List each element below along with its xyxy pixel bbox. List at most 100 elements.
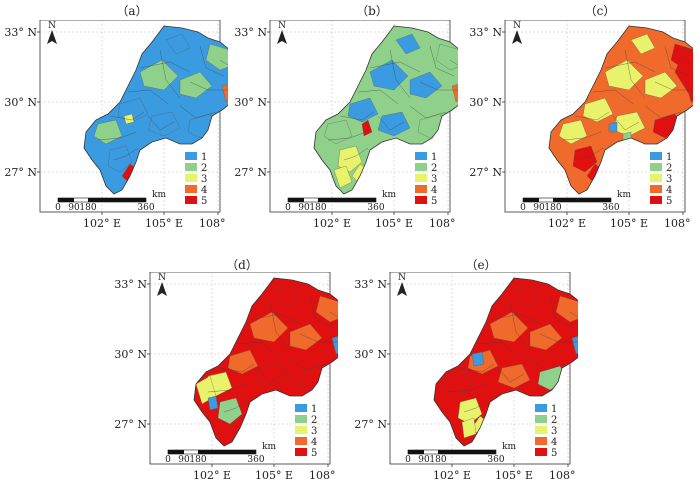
legend-swatch bbox=[650, 196, 662, 204]
county-boundary bbox=[644, 105, 682, 119]
county-boundary bbox=[199, 45, 225, 77]
panel-title-c: （c） bbox=[584, 4, 616, 18]
scale-bar: 0 90 180 360 km bbox=[285, 190, 396, 213]
scale-tick-label: 180 bbox=[189, 455, 206, 465]
north-label: N bbox=[158, 273, 166, 283]
longitude-label: 105° E bbox=[610, 217, 648, 230]
legend-swatch bbox=[535, 426, 547, 434]
legend-label: 1 bbox=[431, 152, 437, 163]
county-patch bbox=[529, 323, 563, 351]
scale-bar-segment bbox=[318, 198, 376, 202]
county-patch bbox=[289, 323, 323, 351]
county-boundary bbox=[109, 111, 145, 121]
north-arrow-shape bbox=[512, 30, 522, 44]
scale-tick-label: 180 bbox=[544, 203, 561, 213]
region-outline bbox=[433, 277, 578, 447]
legend-label: 1 bbox=[201, 152, 207, 163]
scale-bar: 0 90 180 360 km bbox=[55, 190, 166, 213]
county-boundary bbox=[357, 89, 399, 105]
north-label: N bbox=[48, 21, 56, 31]
legend-swatch bbox=[650, 185, 662, 193]
scale-tick-label: 180 bbox=[429, 455, 446, 465]
legend-label: 4 bbox=[431, 185, 437, 196]
county-patch bbox=[337, 145, 363, 173]
longitude-label: 102° E bbox=[313, 217, 351, 230]
scale-bar-segment bbox=[58, 198, 74, 202]
region-group bbox=[83, 25, 228, 195]
county-patch bbox=[123, 113, 135, 125]
panel-title-a: （a） bbox=[116, 4, 148, 18]
map-panel-b: 33° N 30° N 27° N 102° E 105° E 108° E N 0 90180… bbox=[234, 20, 458, 230]
scale-bar-segment bbox=[288, 198, 304, 202]
county-boundary bbox=[339, 111, 375, 121]
latitude-label: 33° N bbox=[354, 278, 387, 291]
legend-swatch bbox=[415, 196, 427, 204]
legend-swatch bbox=[650, 174, 662, 182]
county-boundary bbox=[147, 115, 175, 131]
county-boundary bbox=[257, 367, 285, 383]
county-patch bbox=[205, 43, 228, 71]
county-patch bbox=[107, 145, 133, 173]
county-boundary bbox=[539, 333, 578, 343]
scale-tick-label: 0 bbox=[405, 455, 411, 465]
longitude-label: 108° E bbox=[549, 469, 578, 482]
legend-swatch bbox=[535, 415, 547, 423]
north-label: N bbox=[278, 21, 286, 31]
legend-swatch bbox=[295, 404, 307, 412]
county-patch bbox=[630, 33, 656, 55]
legend-label: 5 bbox=[666, 196, 672, 207]
county-patch bbox=[331, 333, 338, 355]
county-boundary bbox=[237, 341, 279, 357]
county-patch bbox=[435, 43, 458, 71]
scale-bar-segment bbox=[88, 198, 146, 202]
north-arrow-shape bbox=[397, 282, 407, 296]
scale-tick-label: 180 bbox=[79, 203, 96, 213]
region-group bbox=[548, 25, 693, 195]
county-patch bbox=[558, 119, 588, 145]
county-patch bbox=[515, 285, 541, 307]
legend-swatch bbox=[415, 152, 427, 160]
county-boundary bbox=[369, 61, 421, 73]
map-panel-e: 33° N 30° N 27° N 102° E 105° E 108° E N 0 90180… bbox=[354, 272, 578, 482]
legend-swatch bbox=[535, 437, 547, 445]
scale-bar: 0 90 180 360 km bbox=[165, 442, 276, 465]
legend-label: 2 bbox=[666, 163, 672, 174]
county-boundary bbox=[139, 61, 191, 73]
county-patch bbox=[571, 333, 578, 355]
county-boundary bbox=[447, 383, 487, 393]
county-boundary bbox=[654, 81, 693, 91]
county-patch bbox=[93, 119, 123, 145]
county-patch bbox=[221, 81, 228, 103]
latitude-label: 27° N bbox=[114, 418, 147, 431]
county-boundary bbox=[223, 399, 249, 413]
county-boundary bbox=[664, 45, 690, 77]
legend-label: 2 bbox=[201, 163, 207, 174]
scale-bar-segment bbox=[553, 198, 611, 202]
legend-label: 2 bbox=[431, 163, 437, 174]
county-boundary bbox=[289, 357, 327, 371]
scale-tick-label: 0 bbox=[520, 203, 526, 213]
county-patch bbox=[323, 119, 353, 145]
longitude-label: 105° E bbox=[495, 469, 533, 482]
region-outline bbox=[548, 25, 693, 195]
county-boundary bbox=[389, 49, 411, 99]
scale-unit-label: km bbox=[502, 442, 516, 452]
county-boundary bbox=[489, 313, 541, 325]
county-patch bbox=[377, 111, 411, 137]
north-arrow-shape bbox=[47, 30, 57, 44]
county-boundary bbox=[429, 45, 455, 77]
county-boundary bbox=[97, 131, 137, 141]
legend-swatch bbox=[295, 415, 307, 423]
legend-swatch bbox=[535, 404, 547, 412]
map-panel-a: 33° N 30° N 27° N 102° E 105° E 108° E N 0 90180… bbox=[4, 20, 228, 230]
county-boundary bbox=[219, 363, 255, 373]
legend-label: 5 bbox=[311, 448, 317, 459]
north-arrow-icon: N bbox=[157, 273, 167, 296]
longitude-label: 108° E bbox=[664, 217, 693, 230]
region-group bbox=[193, 277, 338, 447]
latitude-label: 30° N bbox=[354, 348, 387, 361]
legend-swatch bbox=[185, 152, 197, 160]
